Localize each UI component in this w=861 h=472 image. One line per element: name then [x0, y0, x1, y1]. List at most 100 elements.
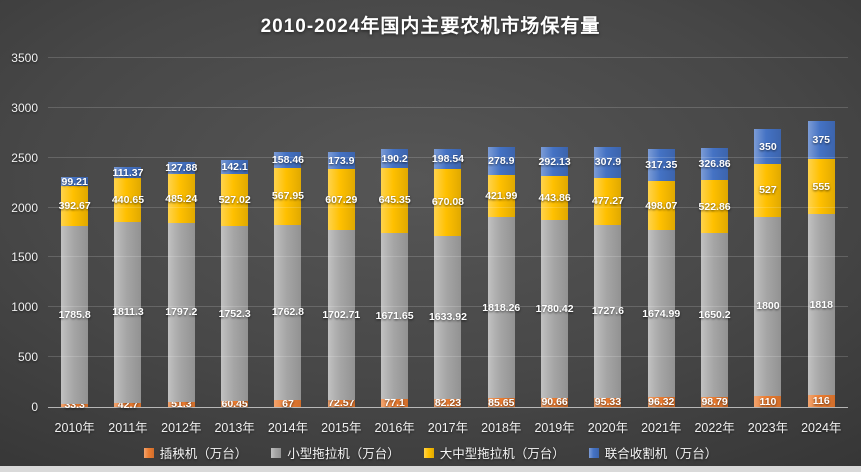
bar-segment-label: 1702.71 [322, 308, 361, 321]
bar-column: 116 1818 555 375 [795, 58, 848, 407]
bar-segment-label: 1800 [756, 300, 780, 313]
y-axis-tick-label: 0 [31, 400, 38, 414]
bar-stack: 90.66 1780.42 443.86 292.13 [535, 58, 574, 409]
bar-segment: 317.35 [645, 149, 677, 181]
bar-segment-label: 60.45 [221, 398, 248, 410]
bar-segment-label: 90.66 [541, 396, 568, 409]
bar-segment: 555 [807, 158, 835, 215]
bar-segment-label: 498.07 [645, 199, 678, 212]
bar-column: 85.65 1818.26 421.99 278.9 [475, 58, 528, 409]
bar-segment: 375 [807, 121, 835, 159]
x-axis-tick-label: 2010年 [54, 421, 95, 435]
bar-column: 82.23 1633.92 670.08 198.54 [421, 58, 474, 409]
bar-segment-label: 1811.3 [112, 306, 144, 319]
bar-stack: 98.79 1650.2 522.86 326.86 [698, 58, 731, 408]
x-axis-tick-label: 2023年 [747, 421, 789, 435]
bar-segment: 173.9 [327, 152, 355, 170]
bar-segment: 158.46 [272, 152, 304, 168]
legend-item: 插秧机（万台） [143, 443, 247, 462]
bar-segment: 1762.8 [272, 224, 304, 401]
legend-swatch-icon [588, 447, 599, 458]
bar-segment-label: 326.86 [698, 158, 731, 171]
bar-segment: 1818.26 [482, 217, 520, 399]
bar-segment-label: 1727.6 [591, 305, 624, 318]
bar-segment: 440.65 [111, 178, 145, 223]
bar-segment: 607.29 [325, 169, 358, 230]
bar-segment: 278.9 [487, 147, 515, 176]
bar-stack: 42.7 1811.3 440.65 111.37 [111, 58, 145, 411]
bar-segment-label: 1780.42 [535, 303, 574, 316]
bar-column: 60.45 1752.3 527.02 142.1 [208, 58, 261, 410]
bar-stack: 82.23 1633.92 670.08 198.54 [428, 58, 467, 409]
gridline [48, 206, 848, 208]
bar-segment-label: 110 [759, 395, 777, 408]
gridline [48, 57, 848, 58]
x-axis-tick-label: 2022年 [694, 421, 735, 435]
bar-segment: 670.08 [431, 169, 465, 236]
gridline [48, 356, 848, 358]
bar-segment-label: 440.65 [111, 194, 145, 207]
bar-column: 51.3 1797.2 485.24 127.88 [155, 58, 208, 411]
bar-segment-label: 198.54 [431, 153, 465, 166]
y-axis-tick-label: 500 [17, 350, 38, 365]
x-axis-tick-label: 2019年 [534, 421, 575, 435]
bar-segment: 33.3 [61, 399, 89, 412]
bar-segment-label: 477.27 [591, 195, 624, 208]
bar-segment-label: 1633.92 [428, 311, 467, 324]
x-axis: 2010年 2011年 2012年 2013年 2014年 2015年 2016年 2017年… [48, 411, 848, 437]
bar-segment-label: 82.23 [434, 396, 462, 409]
legend-swatch-icon [423, 447, 434, 458]
gridline [48, 156, 848, 158]
legend-swatch-icon [271, 447, 282, 458]
bar-stack: 51.3 1797.2 485.24 127.88 [165, 58, 198, 411]
bar-segment: 110 [754, 395, 782, 408]
bar-segment: 392.67 [59, 186, 91, 226]
bar-segment: 111.37 [112, 166, 144, 179]
bar-segment-label: 307.9 [594, 156, 622, 169]
bar-column: 67 1762.8 567.95 158.46 [261, 58, 314, 410]
bar-segment-label: 670.08 [431, 196, 465, 209]
gridline [48, 106, 848, 108]
y-axis: 0 500 1000 1500 2000 2500 3000 3500 [0, 51, 42, 414]
bar-segment: 127.88 [165, 161, 198, 175]
bar-segment-label: 443.86 [538, 192, 571, 205]
y-axis-tick-label: 3500 [11, 51, 38, 65]
bar-segment-label: 33.3 [64, 399, 85, 412]
bar-column: 110 1800 527 350 [741, 58, 794, 408]
bar-segment-label: 127.88 [165, 161, 198, 174]
gridline [48, 306, 848, 308]
bar-segment-label: 1674.99 [642, 307, 681, 320]
legend-item: 小型拖拉机（万台） [271, 443, 400, 462]
bar-column: 98.79 1650.2 522.86 326.86 [688, 58, 741, 408]
legend-label: 小型拖拉机（万台） [287, 447, 400, 461]
bar-segment-label: 607.29 [325, 193, 358, 206]
bar-segment: 443.86 [538, 176, 571, 221]
bar-segment-label: 51.3 [171, 398, 192, 411]
x-axis-tick-label: 2011年 [108, 421, 148, 435]
bar-segment-label: 99.21 [61, 175, 88, 188]
bar-stack: 96.32 1674.99 498.07 317.35 [642, 58, 681, 408]
bar-column: 72.57 1702.71 607.29 173.9 [315, 58, 368, 409]
bar-segment-label: 111.37 [112, 166, 144, 179]
bar-segment-label: 350 [759, 140, 777, 153]
bar-segment: 96.32 [647, 396, 675, 408]
bar-stack: 116 1818 555 375 [807, 58, 835, 407]
bar-segment: 645.35 [379, 168, 411, 233]
bar-segment: 1797.2 [165, 222, 197, 402]
bar-stack: 95.33 1727.6 477.27 307.9 [591, 58, 624, 408]
bar-segment: 307.9 [594, 146, 622, 178]
bar-segment: 1674.99 [642, 230, 681, 398]
bar-segment-label: 1785.8 [58, 308, 91, 321]
bars-container: 33.3 1785.8 392.67 99.21 42.7 1811.3 440.65 111… [48, 58, 848, 412]
bar-column: 42.7 1811.3 440.65 111.37 [101, 58, 154, 411]
x-axis-tick-label: 2014年 [267, 421, 309, 435]
bar-segment: 1633.92 [428, 235, 467, 399]
bar-segment: 485.24 [165, 174, 197, 223]
bar-segment: 1752.3 [219, 226, 251, 401]
bar-segment: 72.57 [327, 397, 355, 409]
bar-segment-label: 173.9 [328, 154, 355, 167]
legend-label: 联合收割机（万台） [604, 447, 718, 461]
bar-stack: 77.1 1671.65 645.35 190.2 [376, 58, 414, 409]
bar-segment: 1702.71 [322, 229, 361, 400]
